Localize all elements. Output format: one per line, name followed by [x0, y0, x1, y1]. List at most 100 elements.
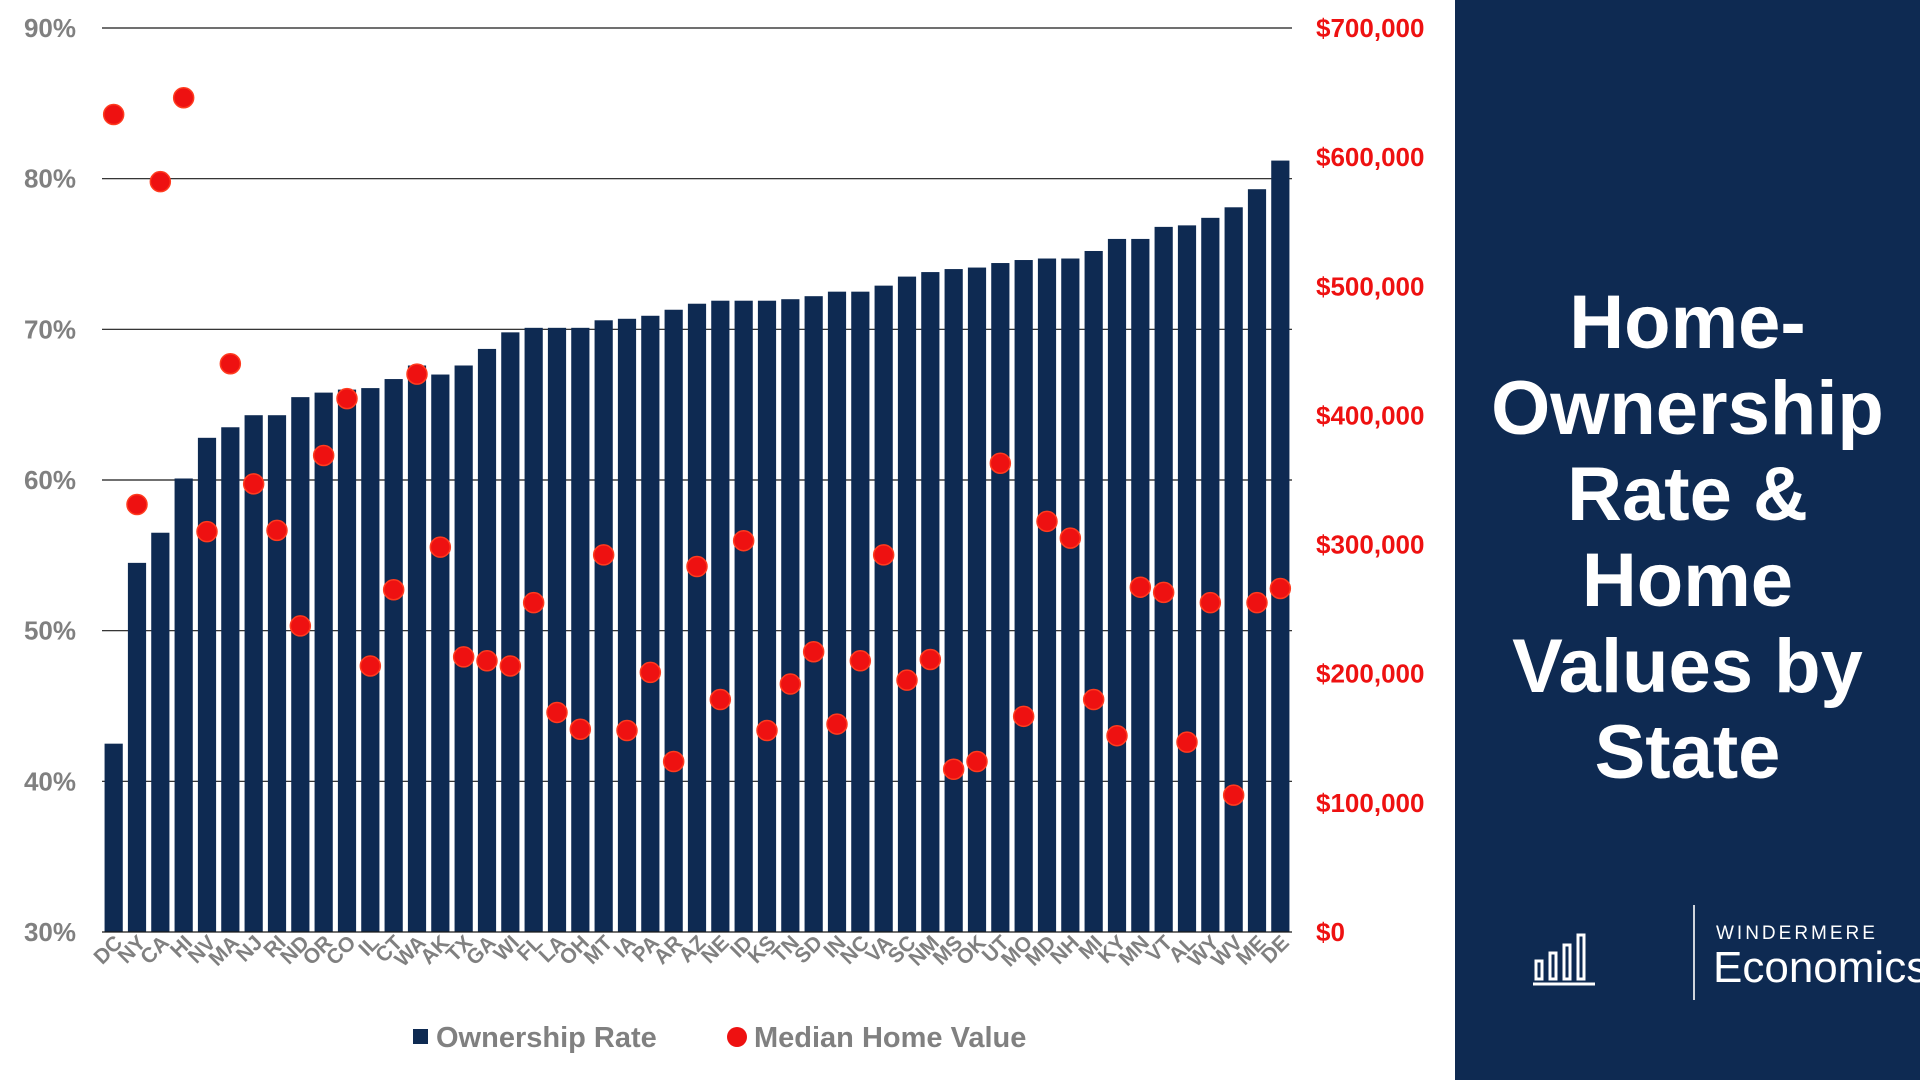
- dot-al: [1176, 731, 1198, 753]
- dot-nd: [289, 615, 312, 637]
- bar-ne: [711, 300, 730, 932]
- chart-area: 30% 40% 50% 60% 70% 80% 90% $0 $100,000 $200,000 $…: [24, 13, 1425, 1054]
- bar-ri: [267, 415, 287, 932]
- dot-nm: [919, 648, 942, 671]
- dot-id: [732, 529, 755, 552]
- bar-al: [1177, 225, 1197, 932]
- dot-il: [359, 655, 382, 677]
- dot-ny: [126, 493, 148, 516]
- combo-chart: 30% 40% 50% 60% 70% 80% 90% $0 $100,000 $200,000 $…: [24, 13, 1425, 1054]
- bar-or: [314, 392, 333, 932]
- dot-hi: [172, 86, 195, 109]
- bar-id: [734, 300, 753, 932]
- bar-sc: [897, 276, 917, 933]
- dot-va: [872, 544, 895, 566]
- bar-chart-logo-icon: [1533, 933, 1595, 986]
- bar-co: [337, 389, 357, 933]
- dot-ky: [1106, 724, 1128, 747]
- y-left-tick-label: 90%: [24, 13, 76, 43]
- bar-ma: [221, 427, 240, 932]
- legend-bar-label: Ownership Rate: [436, 1022, 657, 1054]
- legend-dot-label: Median Home Value: [754, 1022, 1026, 1054]
- dot-ne: [709, 688, 732, 711]
- bar-ca: [151, 532, 170, 932]
- bar-oh: [571, 327, 590, 932]
- bar-mt: [594, 320, 613, 932]
- y-right-tick-label: $300,000: [1316, 530, 1424, 560]
- bar-sd: [804, 296, 823, 933]
- dot-sc: [896, 669, 918, 691]
- dot-wv: [1222, 784, 1245, 806]
- bar-dc: [104, 743, 123, 932]
- dot-or: [312, 444, 335, 467]
- bar-nc: [851, 291, 870, 933]
- x-tick-label: MT: [579, 931, 617, 969]
- bar-nv: [197, 437, 217, 932]
- dot-ma: [219, 353, 242, 375]
- dot-sd: [802, 641, 825, 663]
- dot-co: [336, 387, 358, 410]
- panel-title-line: Rate &: [1567, 452, 1808, 537]
- y-right-tick-label: $700,000: [1316, 13, 1424, 43]
- bar-wi: [501, 332, 520, 932]
- side-panel: Home- Ownership Rate & Home Values by State W…: [1455, 0, 1920, 1080]
- bar-ia: [617, 318, 637, 933]
- dot-in: [826, 713, 848, 735]
- bar-az: [687, 303, 707, 933]
- bar-nj: [244, 415, 263, 932]
- dot-ks: [756, 719, 778, 742]
- brand-big-text: Economics: [1713, 943, 1920, 992]
- bar-ct: [384, 379, 403, 932]
- bar-ks: [757, 300, 777, 932]
- panel-title: Home- Ownership Rate & Home Values by State: [1455, 280, 1920, 796]
- dot-ok: [966, 750, 988, 773]
- bar-ut: [991, 263, 1010, 932]
- panel-title-line: Home-: [1569, 280, 1806, 365]
- dot-nj: [242, 473, 265, 495]
- panel-title-line: Home: [1581, 538, 1794, 623]
- dot-dc: [102, 103, 125, 126]
- bar-nm: [921, 272, 940, 933]
- dot-tn: [779, 673, 802, 695]
- bar-wa: [407, 365, 427, 932]
- bar-nd: [291, 397, 310, 933]
- dot-nc: [849, 650, 872, 672]
- dot-la: [546, 701, 568, 724]
- panel-title-line: Ownership: [1491, 366, 1884, 451]
- dot-wy: [1199, 591, 1222, 614]
- dot-wi: [499, 655, 522, 677]
- dot-mt: [592, 544, 615, 566]
- brand-small-text: WINDERMERE: [1716, 923, 1878, 944]
- bar-va: [874, 285, 893, 932]
- bar-la: [547, 327, 567, 932]
- panel-title-line: State: [1594, 710, 1781, 795]
- bar-ga: [477, 348, 497, 932]
- bar-ms: [944, 269, 963, 933]
- dot-ga: [476, 650, 498, 672]
- bar-wv: [1224, 207, 1243, 932]
- bar-mi: [1084, 250, 1103, 932]
- y-left-tick-label: 80%: [24, 164, 76, 194]
- dot-oh: [569, 718, 592, 740]
- dot-pa: [639, 661, 662, 684]
- bar-vt: [1154, 226, 1173, 932]
- bar-ky: [1107, 238, 1127, 932]
- y-right-tick-label: $500,000: [1316, 271, 1424, 301]
- bar-hi: [174, 478, 193, 932]
- y-left-tick-label: 30%: [24, 917, 76, 947]
- dot-ar: [662, 750, 685, 773]
- dot-mi: [1082, 688, 1105, 711]
- bar-wy: [1201, 217, 1220, 933]
- dot-ak: [429, 536, 452, 558]
- bar-in: [827, 291, 847, 933]
- dot-wa: [406, 363, 428, 385]
- brand-divider: [1693, 905, 1695, 1000]
- dot-nh: [1059, 527, 1082, 549]
- y-right-tick-label: $100,000: [1316, 788, 1424, 818]
- x-tick-label: CA: [136, 931, 174, 969]
- y-left-tick-label: 70%: [24, 314, 76, 344]
- dot-ms: [942, 758, 965, 781]
- dot-tx: [452, 646, 475, 668]
- y-right-tick-label: $200,000: [1316, 659, 1424, 689]
- bar-nh: [1061, 258, 1080, 932]
